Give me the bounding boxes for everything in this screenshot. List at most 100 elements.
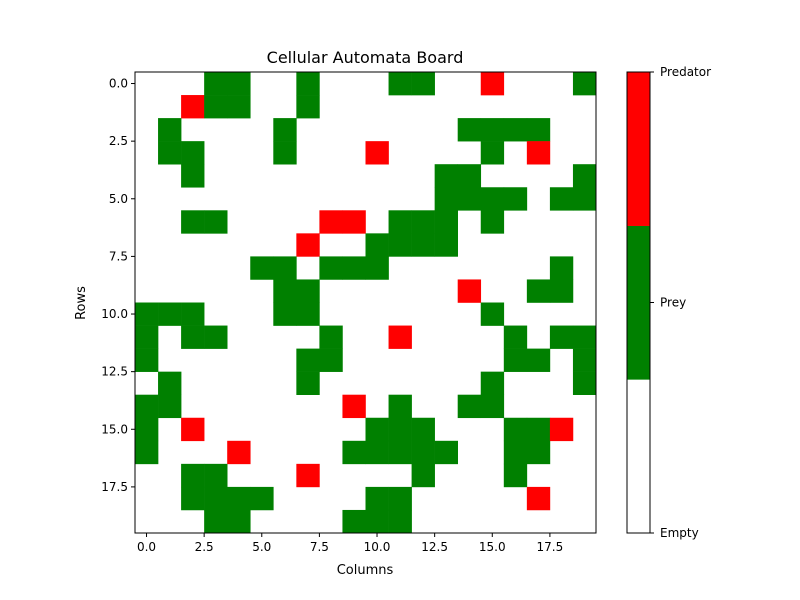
predator-cell	[319, 210, 343, 234]
prey-cell	[480, 302, 505, 326]
prey-cell	[572, 371, 597, 395]
prey-cell	[457, 394, 482, 419]
y-tick-label: 10.0	[101, 307, 128, 321]
predator-cell	[526, 486, 551, 511]
predator-cell	[296, 463, 320, 488]
prey-cell	[365, 233, 389, 257]
y-tick-label: 0.0	[109, 77, 128, 91]
predator-cell	[181, 417, 205, 442]
prey-cell	[158, 141, 182, 165]
prey-cell	[526, 440, 551, 465]
prey-cell	[572, 325, 597, 349]
prey-cell	[135, 325, 159, 349]
y-tick-label: 2.5	[109, 134, 128, 148]
prey-cell	[411, 72, 435, 96]
prey-cell	[204, 72, 228, 96]
x-tick-label: 2.5	[195, 540, 214, 554]
predator-cell	[296, 233, 320, 257]
colorbar-segment-empty	[627, 379, 650, 534]
prey-cell	[388, 440, 412, 465]
colorbar-label-prey: Prey	[660, 296, 686, 310]
prey-cell	[365, 486, 389, 511]
colorbar-segment-predator	[627, 72, 650, 226]
prey-cell	[296, 371, 320, 395]
prey-cell	[319, 325, 343, 349]
prey-cell	[388, 394, 412, 419]
prey-cell	[388, 72, 412, 96]
prey-cell	[434, 164, 458, 188]
prey-cell	[549, 279, 574, 303]
prey-cell	[204, 509, 228, 534]
prey-cell	[388, 486, 412, 511]
predator-cell	[365, 141, 389, 165]
prey-cell	[342, 256, 366, 280]
chart-title: Cellular Automata Board	[267, 48, 464, 67]
prey-cell	[135, 440, 159, 465]
predator-cell	[457, 279, 482, 303]
x-tick-label: 7.5	[310, 540, 329, 554]
y-tick-label: 12.5	[101, 365, 128, 379]
prey-cell	[296, 95, 320, 119]
prey-cell	[549, 325, 574, 349]
prey-cell	[526, 279, 551, 303]
prey-cell	[273, 302, 297, 326]
y-axis-label: Rows	[74, 286, 89, 320]
prey-cell	[204, 95, 228, 119]
prey-cell	[549, 187, 574, 211]
prey-cell	[204, 463, 228, 488]
y-tick-label: 5.0	[109, 192, 128, 206]
x-tick-label: 12.5	[421, 540, 448, 554]
prey-cell	[434, 210, 458, 234]
prey-cell	[204, 325, 228, 349]
prey-cell	[411, 440, 435, 465]
prey-cell	[480, 118, 505, 142]
prey-cell	[434, 233, 458, 257]
prey-cell	[480, 394, 505, 419]
prey-cell	[572, 164, 597, 188]
prey-cell	[480, 187, 505, 211]
y-tick-label: 15.0	[101, 422, 128, 436]
prey-cell	[273, 256, 297, 280]
prey-cell	[273, 118, 297, 142]
prey-cell	[135, 394, 159, 419]
prey-cell	[158, 371, 182, 395]
prey-cell	[457, 187, 482, 211]
colorbar: Empty Prey Predator	[626, 65, 711, 540]
predator-cell	[526, 141, 551, 165]
predator-cell	[549, 417, 574, 442]
colorbar-label-empty: Empty	[660, 526, 699, 540]
predator-cell	[227, 440, 251, 465]
predator-cell	[480, 72, 505, 96]
y-tick-label: 7.5	[109, 249, 128, 263]
prey-cell	[319, 256, 343, 280]
prey-cell	[227, 509, 251, 534]
prey-cell	[181, 325, 205, 349]
prey-cell	[457, 118, 482, 142]
prey-cell	[388, 210, 412, 234]
prey-cell	[411, 417, 435, 442]
prey-cell	[503, 118, 528, 142]
prey-cell	[135, 417, 159, 442]
prey-cell	[227, 72, 251, 96]
prey-cell	[388, 509, 412, 534]
prey-cell	[388, 233, 412, 257]
prey-cell	[434, 187, 458, 211]
prey-cell	[204, 486, 228, 511]
x-tick-label: 0.0	[137, 540, 156, 554]
prey-cell	[526, 118, 551, 142]
prey-cell	[549, 256, 574, 280]
predator-cell	[388, 325, 412, 349]
prey-cell	[158, 118, 182, 142]
prey-cell	[388, 417, 412, 442]
prey-cell	[250, 256, 274, 280]
y-tick-label: 17.5	[101, 480, 128, 494]
prey-cell	[158, 302, 182, 326]
prey-cell	[273, 141, 297, 165]
prey-cell	[434, 440, 458, 465]
prey-cell	[411, 463, 435, 488]
colorbar-label-predator: Predator	[660, 65, 711, 79]
prey-cell	[411, 210, 435, 234]
prey-cell	[181, 463, 205, 488]
prey-cell	[135, 302, 159, 326]
